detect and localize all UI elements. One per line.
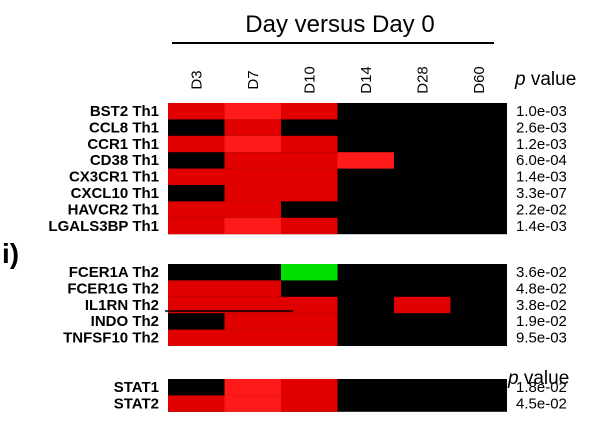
row-label: IL1RN Th2 [85,297,159,314]
heatmap-cell [281,395,338,412]
pvalue-header-lower-p: p [507,368,519,389]
heatmap-cell [224,135,281,153]
row-label: CD38 Th1 [90,152,159,169]
row-label: CCL8 Th1 [89,119,159,136]
heatmap-cell [281,185,338,202]
row-label: STAT2 [114,395,159,412]
heatmap-cell [281,264,338,281]
pvalue-header-lower: p value [507,368,569,389]
heatmap-cell [224,217,281,235]
pvalue-text: 6.0e-04 [516,152,567,169]
column-label-d3: D3 [188,70,205,89]
row-label: CX3CR1 Th1 [69,169,159,186]
pvalue-text: 1.8e-02 [516,379,567,396]
heatmap-cell [168,280,225,297]
heatmap-cell [224,168,281,185]
heatmap-cell [281,135,338,153]
heatmap-cell [224,296,281,314]
pvalue-text: 1.9e-02 [516,313,567,330]
pvalue-text: 1.0e-03 [516,103,567,120]
pvalue-header-p: p [514,69,526,90]
pvalue-column: 1.0e-032.6e-031.2e-036.0e-041.4e-033.3e-… [516,103,567,412]
row-label: HAVCR2 Th1 [68,201,159,218]
heatmap-cell [281,168,338,185]
heatmap-cell [168,395,225,412]
heatmap-cell [224,313,281,330]
heatmap-cell [281,217,338,235]
heatmap-cell [224,119,281,136]
row-label: STAT1 [114,379,159,396]
heatmap-cell [281,313,338,330]
heatmap-cell [281,329,338,346]
pvalue-text: 1.2e-03 [516,136,567,153]
row-label: FCER1A Th2 [69,264,159,281]
pvalue-header-lower-rest: value [519,368,570,389]
column-label-d10: D10 [301,66,318,94]
row-label: FCER1G Th2 [67,280,159,297]
heatmap-cell [168,103,225,120]
heatmap-cell [224,103,281,120]
heatmap-cell [168,135,225,153]
column-labels: D3 D7 D10 D14 D28 D60 [188,66,488,94]
heatmap-cell [337,152,394,169]
row-label: CXCL10 Th1 [71,185,159,202]
row-label: TNFSF10 Th2 [63,330,159,347]
heatmap-cell [224,379,281,396]
heatmap-cell [168,168,225,185]
column-label-d14: D14 [358,66,375,94]
row-label: LGALS3BP Th1 [48,218,159,235]
pvalue-text: 4.8e-02 [516,280,567,297]
pvalue-text: 3.8e-02 [516,297,567,314]
row-label: INDO Th2 [91,313,159,330]
heatmap-cell [394,296,451,314]
pvalue-text: 3.6e-02 [516,264,567,281]
heatmap-cell [168,329,225,346]
heatmap-cell [281,152,338,169]
heatmap-cell [168,217,225,235]
chart-title: Day versus Day 0 [245,11,434,38]
pvalue-text: 4.5e-02 [516,395,567,412]
heatmap-cell [281,379,338,396]
heatmap-cell [224,280,281,297]
heatmap-cell [281,296,338,314]
heatmap-cells [168,103,507,412]
pvalue-header: p value [514,69,576,90]
pvalue-header-rest: value [526,69,577,90]
pvalue-text: 1.4e-03 [516,218,567,235]
panel-label: i) [2,238,19,269]
heatmap-cell [281,103,338,120]
pvalue-text: 9.5e-03 [516,330,567,347]
column-label-d7: D7 [245,70,262,89]
heatmap-cell [224,201,281,218]
heatmap-cell [224,152,281,169]
heatmap-cell [168,201,225,218]
pvalue-text: 3.3e-07 [516,185,567,202]
pvalue-text: 2.2e-02 [516,201,567,218]
heatmap-cell [224,185,281,202]
pvalue-text: 1.4e-03 [516,169,567,186]
column-label-d60: D60 [471,66,488,94]
heatmap-cell [224,395,281,412]
heatmap-cell [224,329,281,346]
pvalue-text: 2.6e-03 [516,119,567,136]
row-label: CCR1 Th1 [87,136,159,153]
column-label-d28: D28 [414,66,431,94]
heatmap-cell [168,296,225,314]
row-label: BST2 Th1 [90,103,159,120]
